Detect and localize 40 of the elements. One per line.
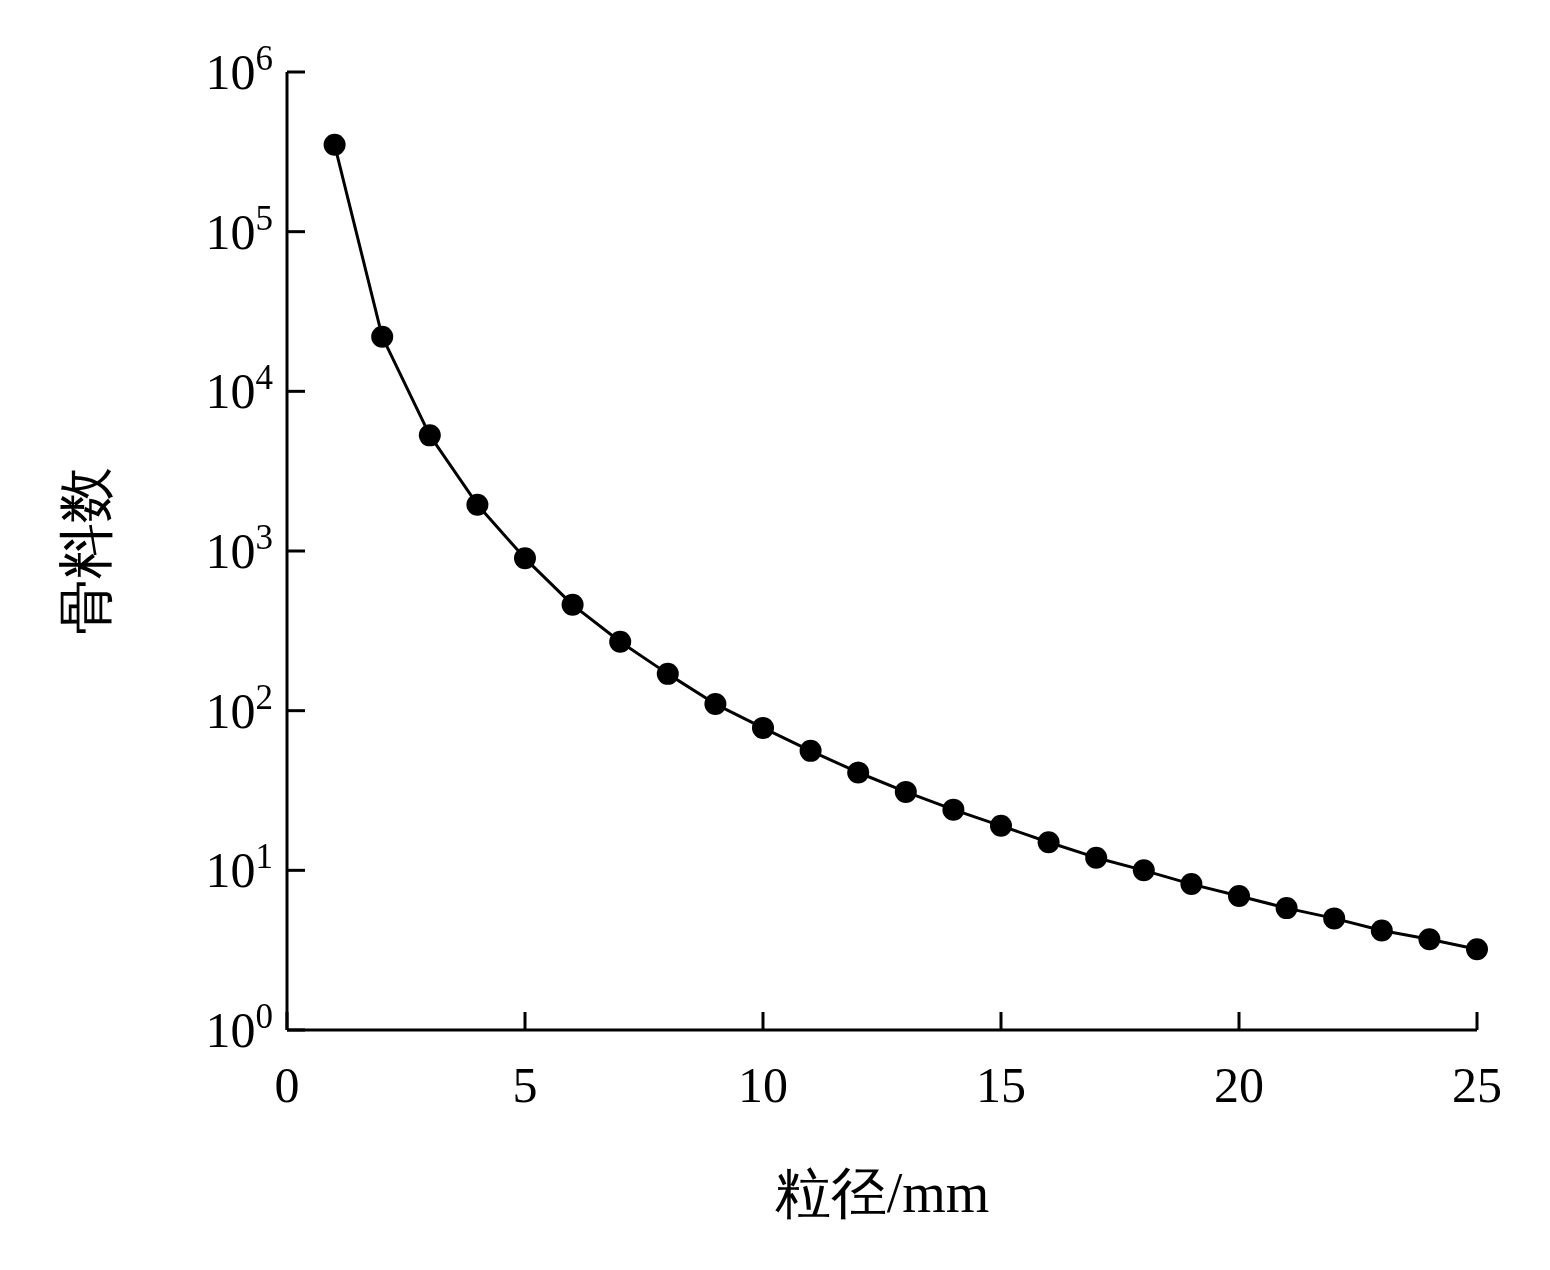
- point: [1228, 885, 1250, 908]
- point: [894, 780, 917, 803]
- x-tick-label: 10: [738, 1057, 788, 1113]
- point: [323, 133, 346, 156]
- point: [704, 693, 727, 716]
- point: [990, 814, 1012, 837]
- y-tick-label: 10$^{2}$: [205, 677, 273, 739]
- point: [1418, 928, 1441, 951]
- point: [371, 325, 394, 348]
- point: [799, 739, 822, 762]
- y-tick-label: 10$^{3}$: [205, 517, 273, 579]
- x-tick-label: 5: [512, 1057, 538, 1113]
- x-tick-label: 20: [1214, 1057, 1264, 1113]
- point: [942, 798, 965, 821]
- point: [656, 662, 679, 685]
- y-tick-label: 10$^{0}$: [205, 996, 273, 1058]
- x-tick-label: 0: [274, 1057, 300, 1113]
- point: [1275, 897, 1298, 920]
- point: [418, 424, 441, 447]
- y-tick-label: 10$^{1}$: [205, 836, 273, 899]
- point: [1466, 938, 1488, 961]
- y-tick-label: 10$^{6}$: [205, 38, 273, 100]
- point: [466, 493, 489, 516]
- x-tick-label: 15: [976, 1057, 1026, 1113]
- point: [514, 547, 536, 570]
- point: [1085, 846, 1108, 869]
- point: [609, 630, 632, 653]
- x-tick-label: 25: [1452, 1057, 1502, 1113]
- point: [561, 593, 584, 616]
- point: [1132, 859, 1155, 882]
- point: [1323, 907, 1346, 930]
- x-axis-title: 粒径/mm: [774, 1162, 990, 1224]
- point: [1370, 919, 1393, 942]
- point: [847, 761, 870, 784]
- point: [752, 716, 774, 739]
- y-tick-label: 10$^{4}$: [205, 357, 273, 420]
- y-tick-label: 10$^{5}$: [205, 198, 273, 260]
- point: [1180, 873, 1203, 896]
- y-axis-title: 骨料数: [55, 467, 117, 635]
- point: [1037, 831, 1060, 854]
